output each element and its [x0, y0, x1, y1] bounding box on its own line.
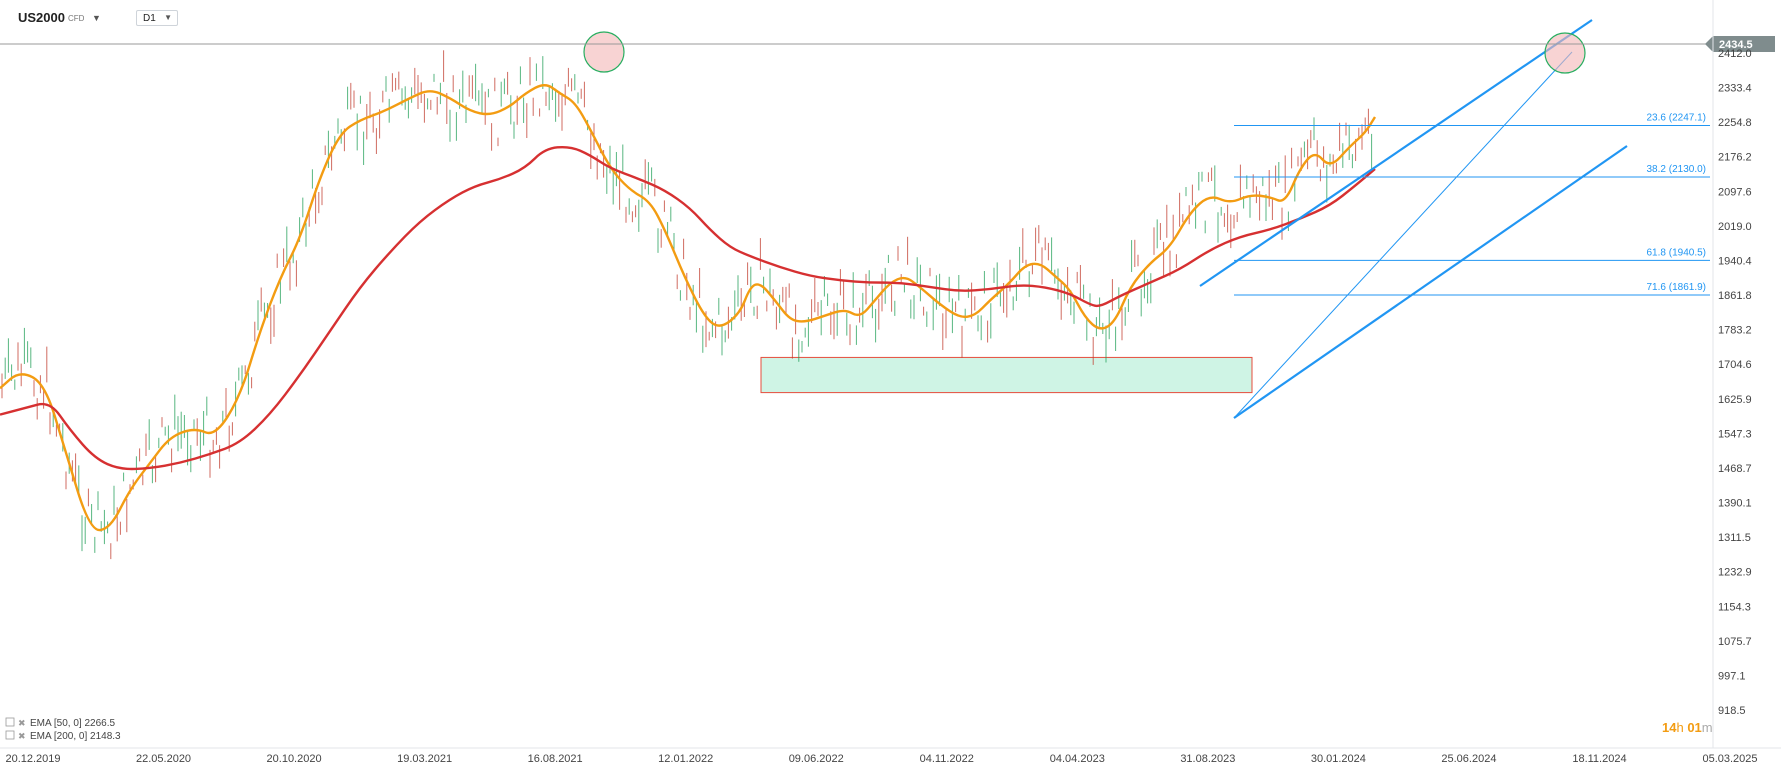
channel-upper-line	[1199, 19, 1593, 287]
x-tick-label: 20.12.2019	[5, 753, 60, 765]
y-tick-label: 2019.0	[1718, 221, 1752, 233]
y-tick-label: 1075.7	[1718, 636, 1752, 648]
y-tick-label: 918.5	[1718, 705, 1746, 717]
timeframe-chevron-down-icon: ▼	[164, 13, 172, 22]
ema-50-line	[0, 84, 1377, 532]
x-tick-label: 09.06.2022	[789, 753, 844, 765]
y-tick-label: 1468.7	[1718, 463, 1752, 475]
y-tick-label: 1311.5	[1718, 532, 1751, 544]
y-tick-label: 2254.8	[1718, 117, 1752, 129]
current-price-badge	[1705, 36, 1775, 52]
legend-visibility-icon[interactable]	[5, 730, 15, 740]
legend-close-icon[interactable]: ✖	[18, 731, 26, 741]
x-tick-label: 05.03.2025	[1702, 753, 1757, 765]
fib-level-label: 71.6 (1861.9)	[1647, 282, 1707, 293]
symbol-dropdown-chevron-icon[interactable]: ▼	[92, 13, 101, 23]
fib-level-label: 23.6 (2247.1)	[1647, 113, 1707, 124]
channel-lower-line	[1233, 145, 1628, 419]
ema-200-line	[0, 145, 1376, 471]
x-tick-label: 25.06.2024	[1441, 753, 1496, 765]
countdown-timer: 14h 01m	[1662, 720, 1713, 735]
legend-visibility-icon[interactable]	[5, 717, 15, 727]
timeframe-value: D1	[143, 13, 156, 24]
x-tick-label: 04.04.2023	[1050, 753, 1105, 765]
x-tick-label: 31.08.2023	[1180, 753, 1235, 765]
y-tick-label: 2097.6	[1718, 186, 1752, 198]
y-tick-label: 2412.0	[1718, 48, 1752, 60]
top-marker-circle	[583, 31, 625, 73]
symbol-name[interactable]: US2000	[18, 10, 65, 25]
chart-toolbar: US2000 CFD ▼ D1 ▼	[0, 0, 1720, 36]
x-tick-label: 04.11.2022	[920, 753, 974, 765]
top-marker-circle	[1544, 32, 1586, 74]
x-tick-label: 22.05.2020	[136, 753, 191, 765]
y-tick-label: 1940.4	[1718, 255, 1752, 267]
current-price-value: 2434.5	[1719, 39, 1753, 51]
y-tick-label: 1154.3	[1718, 601, 1751, 613]
y-tick-label: 2176.2	[1718, 152, 1752, 164]
trend-line	[1233, 51, 1573, 419]
y-tick-label: 997.1	[1718, 670, 1746, 682]
x-tick-label: 19.03.2021	[397, 753, 452, 765]
x-tick-label: 12.01.2022	[658, 753, 713, 765]
legend-entry: EMA [200, 0] 2148.3	[30, 731, 121, 742]
x-tick-label: 16.08.2021	[528, 753, 583, 765]
y-tick-label: 1625.9	[1718, 394, 1752, 406]
fib-level-label: 38.2 (2130.0)	[1647, 164, 1707, 175]
x-tick-label: 18.11.2024	[1572, 753, 1626, 765]
legend-close-icon[interactable]: ✖	[18, 718, 26, 728]
y-tick-label: 1547.3	[1718, 428, 1752, 440]
y-tick-label: 1232.9	[1718, 567, 1752, 579]
support-zone	[760, 356, 1253, 394]
y-tick-label: 1861.8	[1718, 290, 1752, 302]
fib-level-label: 61.8 (1940.5)	[1647, 247, 1707, 258]
legend-entry: EMA [50, 0] 2266.5	[30, 718, 115, 729]
y-tick-label: 1783.2	[1718, 325, 1752, 337]
y-tick-label: 1704.6	[1718, 359, 1752, 371]
y-tick-label: 1390.1	[1718, 498, 1752, 510]
x-tick-label: 20.10.2020	[267, 753, 322, 765]
timeframe-select[interactable]: D1 ▼	[136, 10, 178, 26]
y-tick-label: 2333.4	[1718, 83, 1752, 95]
symbol-type-label: CFD	[68, 14, 85, 23]
x-tick-label: 30.01.2024	[1311, 753, 1366, 765]
